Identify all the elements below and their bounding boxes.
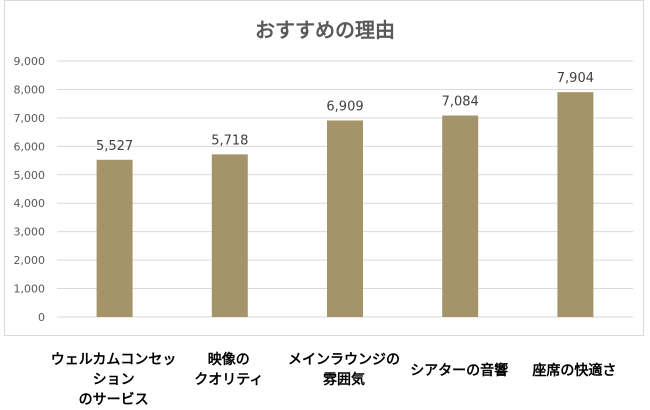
x-category-label: ウェルカムコンセッション のサービス	[50, 352, 177, 408]
y-tick-label: 6,000	[14, 140, 46, 153]
y-tick-label: 9,000	[14, 55, 46, 68]
x-category-label: メインラウンジの 雰囲気	[288, 352, 400, 388]
y-tick-label: 4,000	[14, 197, 46, 210]
y-tick-label: 3,000	[14, 226, 46, 239]
y-tick-label: 7,000	[14, 112, 46, 125]
y-tick-label: 1,000	[14, 283, 46, 296]
x-category-label: 座席の快適さ	[532, 363, 617, 379]
bar	[327, 120, 363, 318]
bars	[96, 92, 594, 318]
bar-chart: おすすめの理由 0 1,000 2,000 3,000 4,000 5,000 6,000 7…	[14, 18, 633, 324]
chart-frame: おすすめの理由 0 1,000 2,000 3,000 4,000 5,000 6,000 7…	[4, 0, 644, 336]
bar	[442, 115, 479, 317]
y-tick-label: 0	[38, 311, 45, 324]
data-label: 6,909	[326, 99, 363, 114]
data-label: 5,527	[96, 139, 133, 154]
bar	[557, 92, 594, 317]
bar	[211, 154, 248, 317]
y-axis-ticks: 0 1,000 2,000 3,000 4,000 5,000 6,000 7,000 8,00…	[14, 55, 46, 324]
data-label: 5,718	[211, 133, 248, 148]
y-tick-label: 2,000	[14, 254, 46, 267]
data-label: 7,904	[557, 71, 594, 86]
x-category-label: 映像の クオリティ	[194, 352, 264, 388]
x-category-label: シアターの音響	[410, 363, 509, 379]
bar	[96, 159, 133, 317]
y-tick-label: 5,000	[14, 169, 46, 182]
data-labels: 5,527 5,718 6,909 7,084 7,904	[96, 71, 594, 154]
chart-title: おすすめの理由	[255, 18, 395, 42]
y-tick-label: 8,000	[14, 83, 46, 96]
data-label: 7,084	[442, 94, 479, 109]
